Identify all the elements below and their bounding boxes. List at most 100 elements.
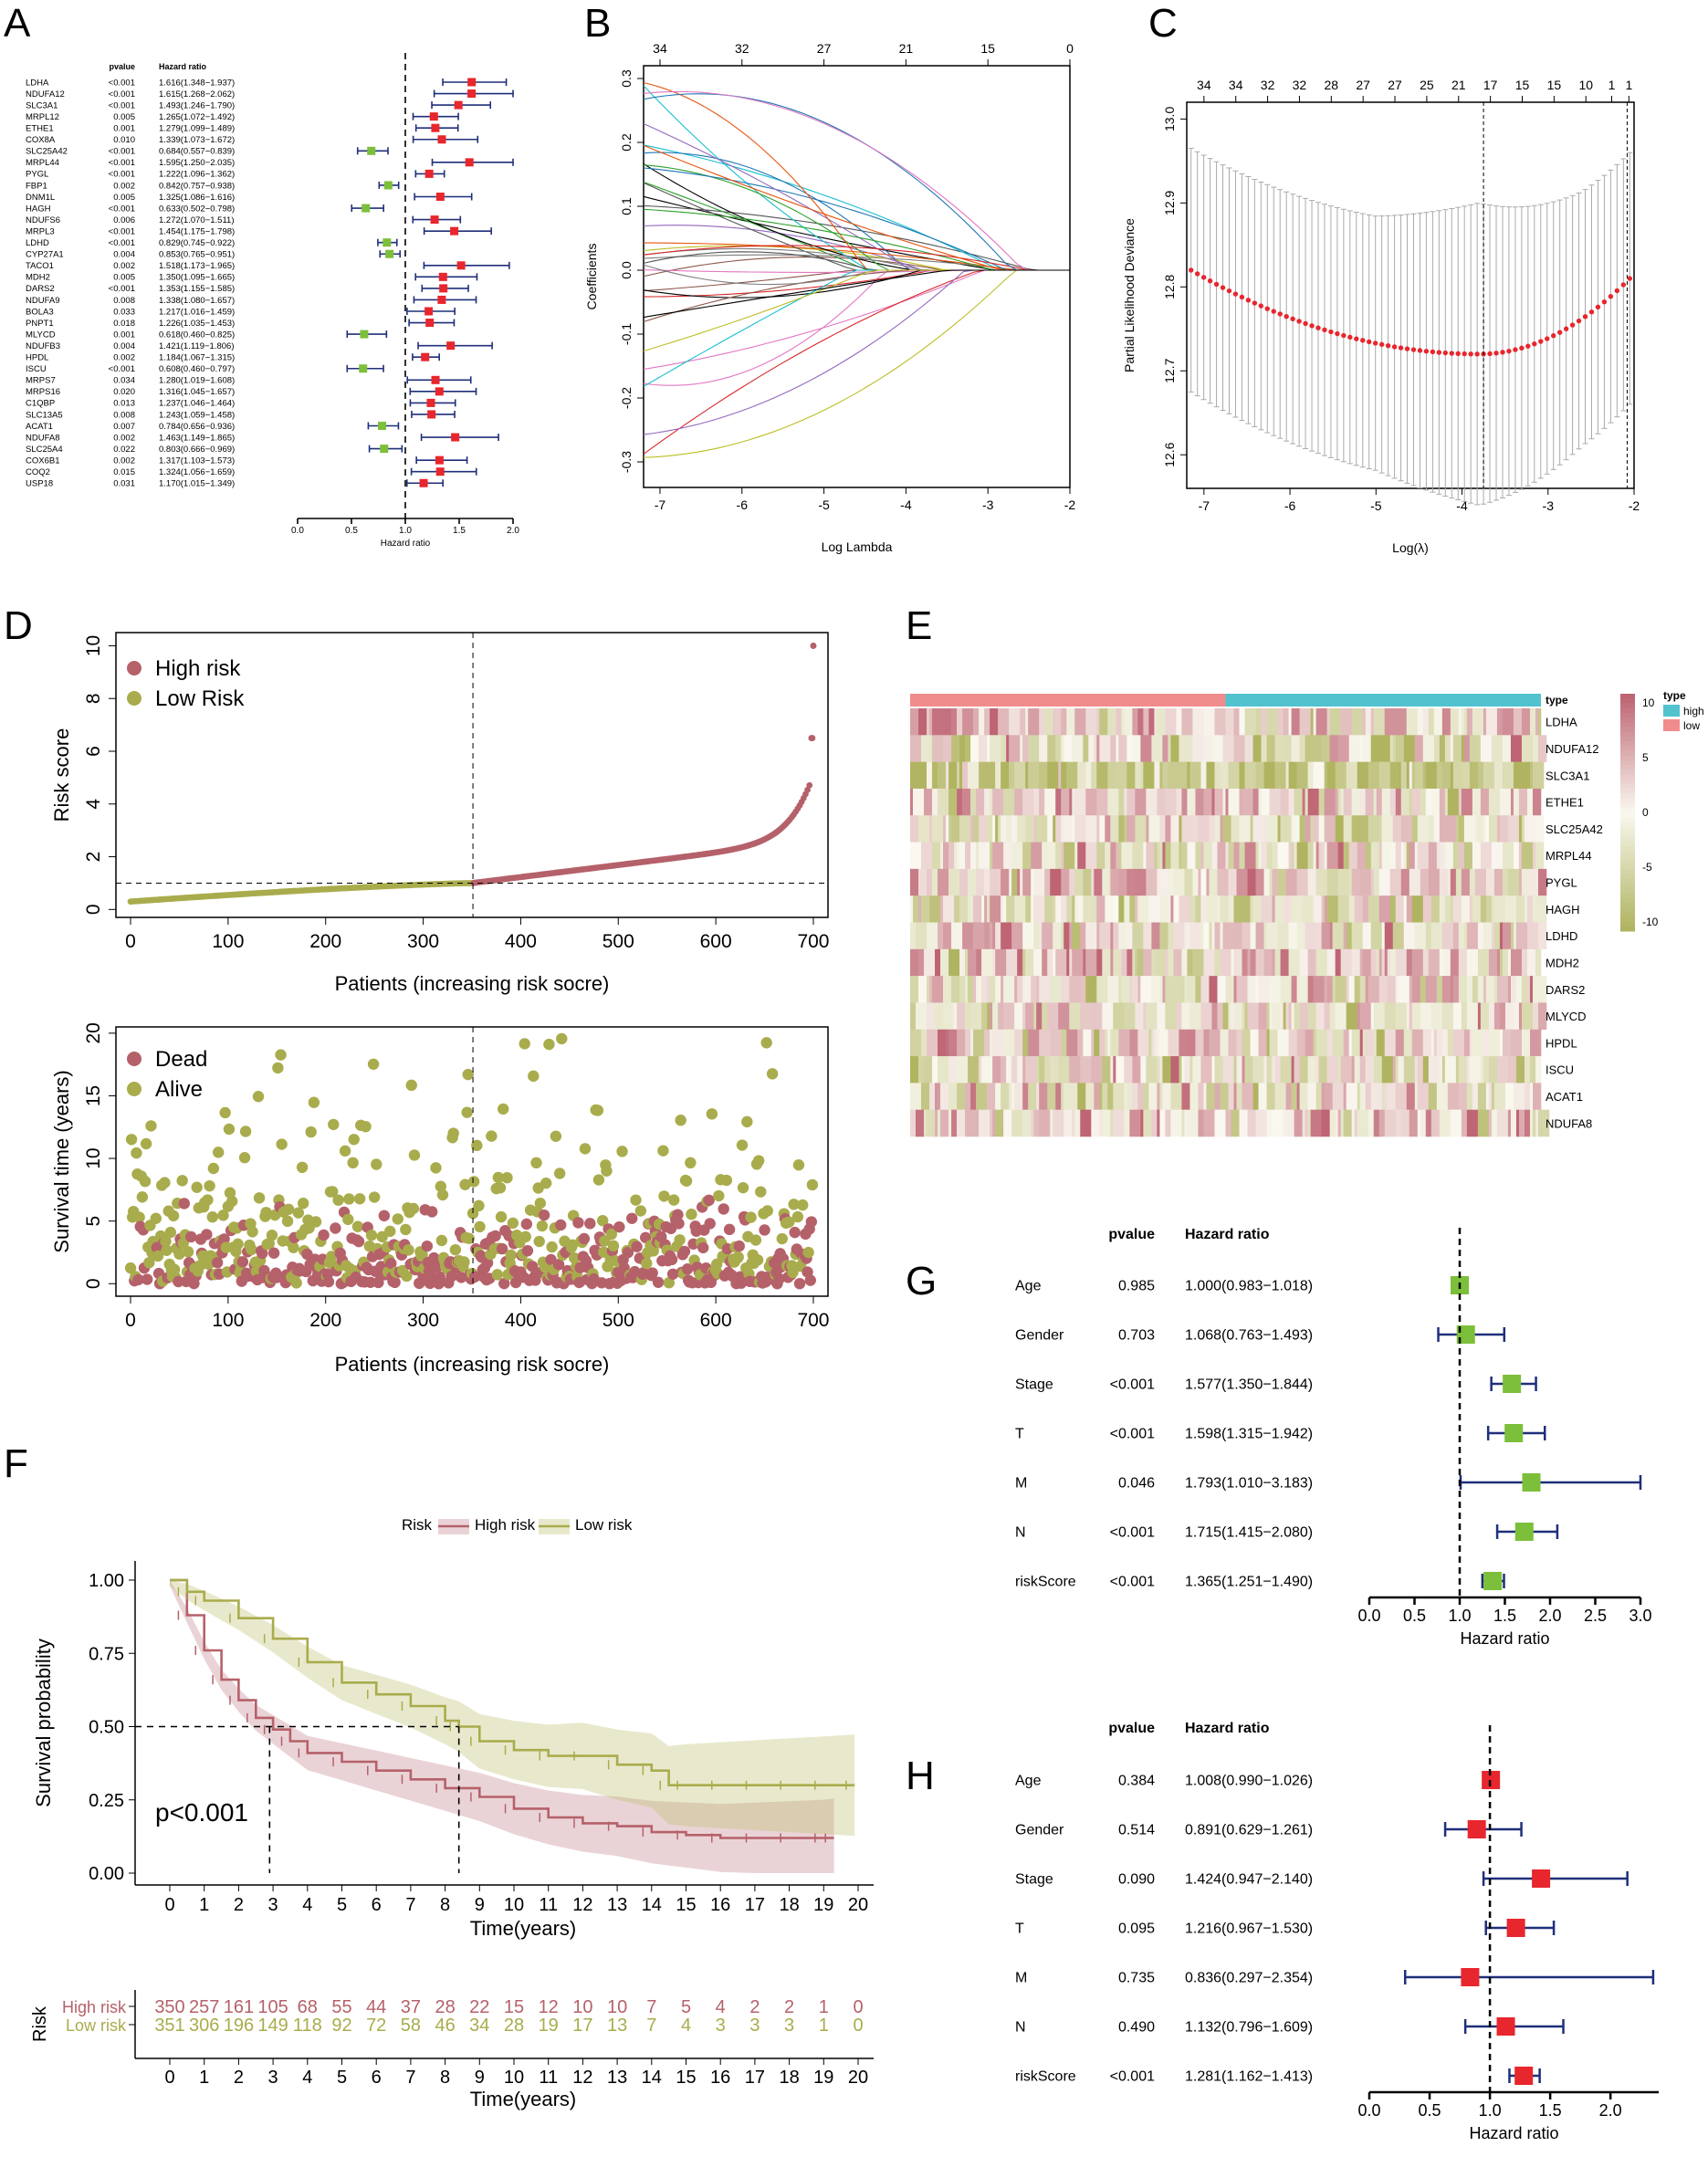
heat-cell <box>984 761 996 790</box>
heat-cell <box>1184 976 1188 1003</box>
heat-cell <box>1450 761 1454 790</box>
survival-point <box>385 1257 397 1270</box>
heat-cell <box>1392 815 1402 843</box>
heat-cell <box>1200 868 1207 896</box>
heat-cell <box>1031 976 1037 1003</box>
heat-cell <box>1472 1029 1484 1057</box>
heat-cell <box>916 922 927 950</box>
heat-cell <box>965 735 971 762</box>
heat-cell <box>1124 788 1127 816</box>
survival-point <box>616 1146 628 1157</box>
y-tick-label: 1.00 <box>89 1571 124 1591</box>
survival-point <box>431 1261 443 1273</box>
survival-point <box>519 1038 530 1050</box>
heat-cell <box>1055 815 1062 843</box>
heat-cell <box>1025 948 1034 977</box>
heat-cell <box>1400 1109 1410 1137</box>
survival-point <box>622 1246 634 1259</box>
heat-cell <box>932 976 944 1003</box>
row-hr: 0.891(0.629−1.261) <box>1185 1823 1313 1838</box>
hr-marker <box>378 422 387 430</box>
heat-cell <box>1200 976 1210 1003</box>
survival-point <box>630 1194 642 1206</box>
heat-cell <box>1168 1029 1179 1057</box>
colorbar-cell <box>1620 793 1635 799</box>
risk-count-high: 2 <box>784 1997 794 2017</box>
heat-cell <box>1055 788 1062 816</box>
top-tick-label: 21 <box>1451 78 1466 92</box>
heat-cell <box>1518 868 1523 896</box>
heat-cell <box>1532 788 1542 816</box>
heat-cell <box>1395 895 1405 923</box>
heat-cell <box>1233 1056 1237 1084</box>
heat-cell <box>1181 708 1193 736</box>
heat-cell <box>1129 1109 1138 1137</box>
heat-cell <box>1099 1083 1103 1110</box>
cv-point <box>1595 304 1601 310</box>
heat-cell <box>1315 1002 1325 1031</box>
survival-point <box>176 1175 188 1187</box>
y-tick-label: 12.8 <box>1162 274 1177 298</box>
heat-cell <box>1389 895 1397 923</box>
heat-cell <box>1447 788 1460 816</box>
survival-point <box>330 1222 341 1234</box>
heat-cell <box>1110 1109 1114 1137</box>
heat-cell <box>1535 708 1539 736</box>
heat-cell <box>1102 868 1108 896</box>
x-axis-title: Log(λ) <box>1392 540 1429 555</box>
heat-cell <box>1211 788 1215 816</box>
cv-point <box>1468 351 1473 357</box>
heat-cell <box>1124 1056 1133 1084</box>
heat-cell <box>1513 708 1523 736</box>
heat-cell <box>1187 842 1190 870</box>
survival-point <box>673 1218 685 1230</box>
cv-point <box>1245 298 1252 303</box>
heat-cell <box>1491 735 1504 762</box>
heat-cell <box>1198 815 1210 843</box>
heat-cell <box>1420 976 1427 1003</box>
heat-cell <box>927 1109 936 1137</box>
heat-cell <box>1480 1002 1490 1031</box>
colorbar-cell <box>1620 807 1635 813</box>
heat-cell <box>1236 1056 1242 1084</box>
heat-cell <box>943 842 949 870</box>
heat-cell <box>1417 708 1424 736</box>
heat-cell <box>1430 922 1443 950</box>
heat-cell <box>1321 735 1330 762</box>
survival-point <box>125 1134 138 1146</box>
heat-cell <box>1107 1083 1114 1110</box>
cv-point <box>1284 314 1289 319</box>
row-hr: 0.836(0.297−2.354) <box>1185 1971 1313 1986</box>
survival-point <box>371 1158 382 1170</box>
heat-cell <box>1222 922 1234 950</box>
heat-cell <box>1039 922 1043 950</box>
heat-cell <box>1064 735 1073 762</box>
survival-point <box>275 1049 287 1061</box>
heat-cell <box>1020 708 1026 736</box>
risk-count-high: 1 <box>819 1997 829 2017</box>
heat-cell <box>1310 815 1314 843</box>
coef-path <box>643 167 1070 271</box>
heat-cell <box>1425 788 1432 816</box>
heat-cell <box>1493 868 1504 896</box>
legend-swatch <box>1663 705 1680 717</box>
heat-cell <box>1189 761 1201 790</box>
heat-cell <box>1099 922 1111 950</box>
table-x-tick-label: 14 <box>642 2068 662 2088</box>
heat-cell <box>1179 815 1182 843</box>
survival-point <box>596 1214 609 1227</box>
x-tick-label: 400 <box>505 931 537 952</box>
heat-cell <box>1214 922 1221 950</box>
cv-point <box>1556 330 1563 335</box>
heat-cell <box>1085 976 1097 1003</box>
legend-label: Dead <box>155 1047 207 1072</box>
survival-point <box>652 1276 665 1288</box>
heat-cell <box>1225 976 1234 1003</box>
x-tick-label: 2.0 <box>1599 2101 1622 2120</box>
heat-cell <box>1365 1083 1372 1110</box>
y-axis-title: Risk score <box>50 728 73 822</box>
heat-cell <box>1039 976 1051 1003</box>
heat-cell <box>1315 708 1327 736</box>
table-x-tick-label: 5 <box>337 2068 347 2088</box>
heat-cell <box>1061 761 1067 790</box>
